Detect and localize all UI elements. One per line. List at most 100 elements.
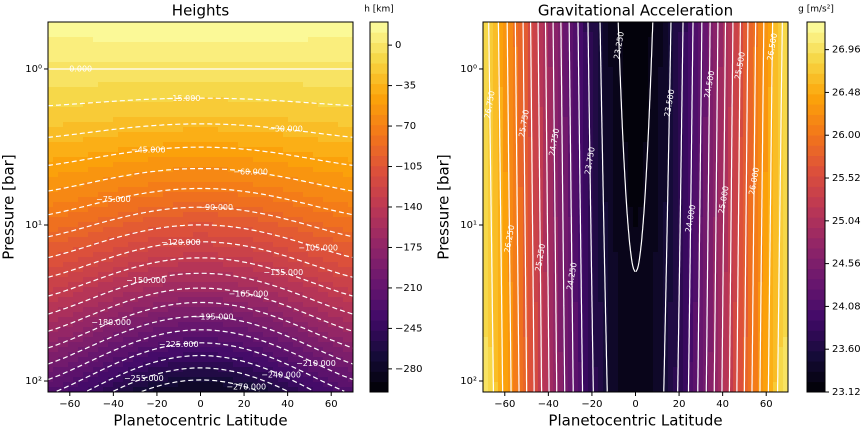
field-cell	[343, 167, 349, 173]
field-cell	[308, 247, 314, 253]
field-cell	[173, 27, 179, 33]
field-cell	[103, 212, 109, 218]
colorbar-label: h [km]	[364, 5, 394, 15]
field-cell	[68, 362, 74, 368]
field-cell	[63, 387, 69, 393]
field-cell	[233, 162, 239, 168]
field-cell	[248, 337, 254, 343]
field-cell	[308, 317, 314, 323]
field-cell	[488, 247, 494, 253]
field-cell	[338, 62, 344, 68]
field-cell	[88, 87, 94, 93]
field-cell	[93, 147, 99, 153]
field-cell	[88, 27, 94, 33]
field-cell	[78, 302, 84, 308]
field-cell	[83, 167, 89, 173]
field-cell	[68, 267, 74, 273]
field-cell	[233, 197, 239, 203]
field-cell	[348, 147, 354, 153]
field-cell	[253, 57, 259, 63]
field-cell	[183, 362, 189, 368]
field-cell	[63, 357, 69, 363]
field-cell	[128, 157, 134, 163]
field-cell	[503, 327, 509, 333]
field-cell	[223, 27, 229, 33]
field-cell	[328, 182, 334, 188]
field-cell	[113, 32, 119, 38]
field-cell	[213, 97, 219, 103]
field-cell	[168, 112, 174, 118]
field-cell	[268, 52, 274, 58]
field-cell	[68, 287, 74, 293]
field-cell	[233, 182, 239, 188]
field-cell	[268, 167, 274, 173]
field-cell	[113, 22, 119, 28]
field-cell	[238, 202, 244, 208]
field-cell	[153, 347, 159, 353]
field-cell	[73, 147, 79, 153]
field-cell	[253, 102, 259, 108]
field-cell	[503, 347, 509, 353]
field-cell	[293, 242, 299, 248]
field-cell	[283, 187, 289, 193]
field-cell	[108, 162, 114, 168]
field-cell	[303, 117, 309, 123]
field-cell	[138, 377, 144, 383]
field-cell	[68, 342, 74, 348]
field-cell	[273, 167, 279, 173]
field-cell	[323, 387, 329, 393]
field-cell	[258, 137, 264, 143]
field-cell	[188, 287, 194, 293]
field-cell	[188, 117, 194, 123]
field-cell	[488, 377, 494, 383]
field-cell	[188, 187, 194, 193]
field-cell	[223, 232, 229, 238]
field-cell	[178, 282, 184, 288]
field-cell	[278, 192, 284, 198]
field-cell	[313, 137, 319, 143]
field-cell	[243, 277, 249, 283]
field-cell	[303, 42, 309, 48]
field-cell	[153, 182, 159, 188]
field-cell	[218, 277, 224, 283]
field-cell	[498, 67, 504, 73]
field-cell	[148, 357, 154, 363]
field-cell	[298, 262, 304, 268]
field-cell	[233, 27, 239, 33]
field-cell	[323, 67, 329, 73]
field-cell	[48, 387, 54, 393]
field-cell	[203, 187, 209, 193]
field-cell	[93, 142, 99, 148]
field-cell	[348, 347, 354, 353]
field-cell	[213, 252, 219, 258]
field-cell	[128, 367, 134, 373]
field-cell	[298, 42, 304, 48]
field-cell	[218, 192, 224, 198]
field-cell	[198, 47, 204, 53]
field-cell	[188, 227, 194, 233]
field-cell	[323, 157, 329, 163]
field-cell	[188, 32, 194, 38]
field-cell	[203, 62, 209, 68]
field-cell	[228, 337, 234, 343]
field-cell	[313, 102, 319, 108]
field-cell	[178, 352, 184, 358]
field-cell	[153, 92, 159, 98]
field-cell	[128, 72, 134, 78]
field-cell	[58, 182, 64, 188]
field-cell	[83, 157, 89, 163]
field-cell	[128, 32, 134, 38]
field-cell	[198, 187, 204, 193]
field-cell	[198, 217, 204, 223]
field-cell	[78, 222, 84, 228]
field-cell	[138, 227, 144, 233]
field-cell	[333, 47, 339, 53]
field-cell	[278, 267, 284, 273]
field-cell	[58, 152, 64, 158]
field-cell	[113, 212, 119, 218]
field-cell	[168, 342, 174, 348]
field-cell	[273, 272, 279, 278]
field-cell	[308, 152, 314, 158]
field-cell	[278, 42, 284, 48]
field-cell	[243, 162, 249, 168]
